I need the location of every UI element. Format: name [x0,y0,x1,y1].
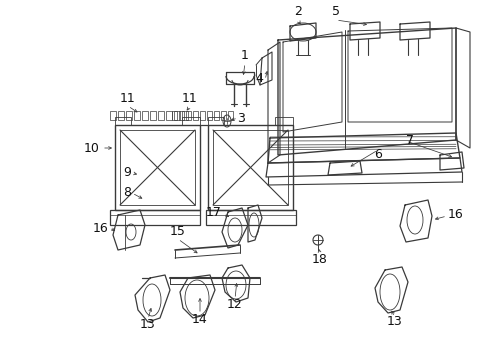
Text: 3: 3 [237,112,244,125]
Text: 16: 16 [447,208,463,221]
Text: 4: 4 [255,72,263,85]
Text: 2: 2 [293,5,301,18]
Text: 16: 16 [92,221,108,234]
Text: 13: 13 [140,318,156,331]
Bar [182,117,200,125]
Bar [227,111,232,120]
Bar [134,111,140,120]
Bar [207,117,224,125]
Bar [165,111,172,120]
Text: 17: 17 [206,207,222,220]
Bar [213,130,287,205]
Bar [182,111,187,120]
Bar [158,111,163,120]
Text: 11: 11 [182,92,198,105]
Bar [207,125,292,210]
Bar [185,111,191,120]
Bar [274,117,292,125]
Text: 1: 1 [241,49,248,62]
Text: 12: 12 [226,298,243,311]
Bar [179,111,183,120]
Text: 18: 18 [311,253,327,266]
Bar [118,111,124,120]
Bar [221,111,225,120]
Text: 13: 13 [386,315,402,328]
Text: 6: 6 [373,148,381,161]
Bar [193,111,198,120]
Text: 8: 8 [123,186,131,199]
Text: 14: 14 [192,313,207,326]
Text: 15: 15 [170,225,185,238]
Bar [214,111,219,120]
Text: 10: 10 [84,141,100,154]
Bar [174,111,180,120]
Bar [126,111,132,120]
Bar [110,111,116,120]
Text: 5: 5 [331,5,339,18]
Text: 9: 9 [123,166,131,180]
Bar [206,111,212,120]
Bar [172,111,177,120]
Bar [150,111,156,120]
Bar [115,125,200,210]
Text: 7: 7 [405,134,413,147]
Bar [115,117,131,125]
Bar [200,111,204,120]
Text: 11: 11 [120,92,136,105]
Bar [205,210,295,225]
Bar [110,210,200,225]
Bar [120,130,195,205]
Bar [142,111,148,120]
